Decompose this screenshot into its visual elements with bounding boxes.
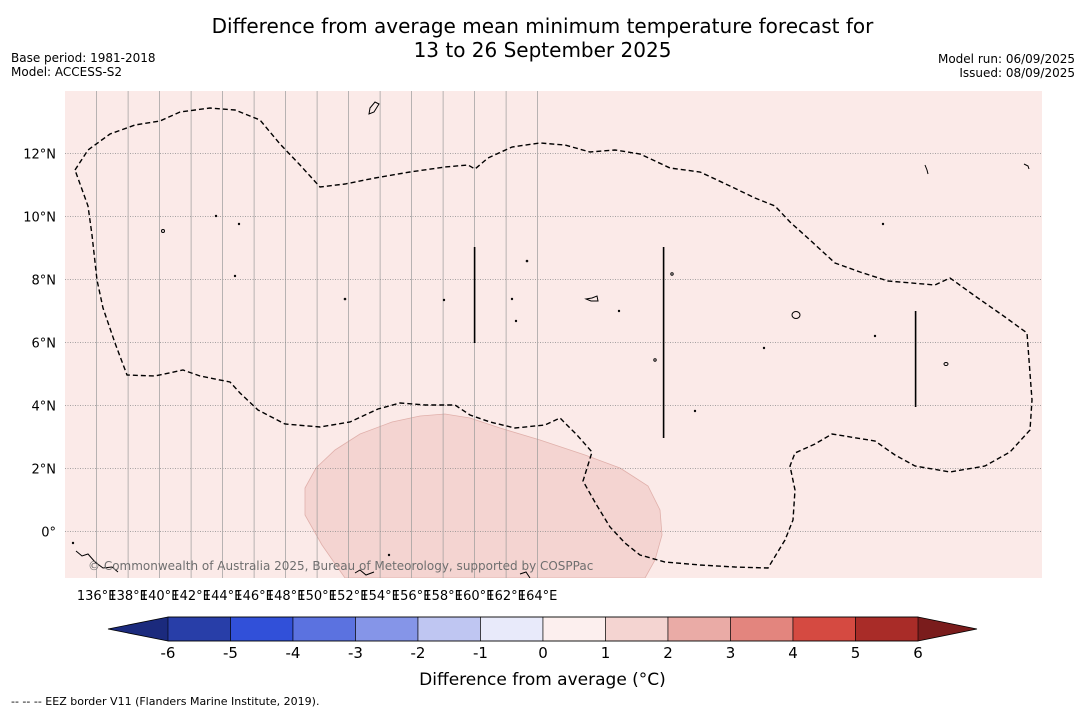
island-chuuk	[584, 295, 599, 302]
colorbar-segment	[480, 616, 544, 642]
colorbar-under-arrow	[108, 617, 168, 641]
lon-tick-label: 148°E	[266, 589, 306, 604]
colorbar-over-arrow	[918, 617, 977, 641]
lat-tick-label: 4°N	[32, 400, 57, 415]
island-png-coast	[354, 569, 375, 576]
colorbar-segment	[667, 616, 731, 642]
colorbar-tick-label: 2	[663, 644, 673, 662]
colorbar-tick-label: 5	[851, 644, 861, 662]
island	[514, 319, 518, 323]
island	[525, 259, 529, 263]
colorbar-tick-label: -3	[348, 644, 363, 662]
island	[343, 297, 347, 301]
solid-meridian-lines	[473, 247, 917, 438]
colorbar-tick-label: 6	[913, 644, 923, 662]
lat-tick-label: 8°N	[32, 274, 57, 289]
issued-date: Issued: 08/09/2025	[959, 66, 1075, 80]
island	[233, 274, 237, 278]
islands	[71, 101, 1030, 578]
lon-tick-label: 144°E	[203, 589, 243, 604]
island	[617, 309, 621, 313]
island-kosrae	[943, 362, 949, 366]
colorbar-tick-label: -5	[223, 644, 238, 662]
colorbar-tick-label: -6	[161, 644, 176, 662]
island-pohnpei	[791, 311, 801, 319]
colorbar-segment	[230, 616, 294, 642]
colorbar-tick-label: 4	[788, 644, 798, 662]
model-name: Model: ACCESS-S2	[11, 65, 123, 79]
lon-tick-label: 138°E	[108, 589, 148, 604]
colorbar-label: Difference from average (°C)	[419, 670, 666, 690]
lon-tick-label: 152°E	[329, 589, 369, 604]
island	[881, 222, 885, 226]
lat-tick-label: 0°	[41, 526, 56, 541]
colorbar-tick-label: 3	[726, 644, 736, 662]
colorbar-tick-label: 0	[538, 644, 548, 662]
colorbar-tick-label: -4	[286, 644, 301, 662]
island	[510, 297, 514, 301]
colorbar-segment	[792, 616, 856, 642]
title-line-2: 13 to 26 September 2025	[413, 38, 672, 62]
lon-tick-label: 154°E	[360, 589, 400, 604]
lon-tick-label: 164°E	[518, 589, 558, 604]
colorbar-tick-label: 1	[601, 644, 611, 662]
meta-left: Base period: 1981-2018 Model: ACCESS-S2	[11, 51, 156, 79]
lon-tick-label: 140°E	[140, 589, 180, 604]
colorbar-segment	[542, 616, 606, 642]
island	[653, 358, 657, 362]
island	[237, 222, 241, 226]
colorbar-segment	[167, 616, 231, 642]
longitude-labels: 136°E138°E140°E142°E144°E146°E148°E150°E…	[77, 589, 558, 604]
colorbar-segment	[855, 616, 919, 642]
lon-tick-label: 142°E	[171, 589, 211, 604]
colorbar-segment	[605, 616, 669, 642]
island	[693, 409, 697, 413]
lon-tick-label: 160°E	[455, 589, 495, 604]
island-guam	[368, 101, 380, 115]
lon-tick-label: 156°E	[392, 589, 432, 604]
island	[71, 541, 75, 545]
island	[762, 346, 766, 350]
lat-tick-label: 2°N	[32, 463, 57, 478]
latitude-labels: 12°N 10°N 8°N 6°N 4°N 2°N 0°	[23, 148, 56, 541]
eez-border	[74, 107, 1033, 569]
title-line-1: Difference from average mean minimum tem…	[211, 14, 874, 38]
warm-anomaly-region	[304, 413, 663, 578]
island	[670, 272, 674, 276]
island	[924, 164, 929, 175]
footnote: -- -- -- EEZ border V11 (Flanders Marine…	[11, 695, 320, 708]
lon-tick-label: 158°E	[423, 589, 463, 604]
island	[387, 553, 391, 557]
colorbar-segment	[730, 616, 794, 642]
island	[1023, 163, 1030, 170]
copyright-text: © Commonwealth of Australia 2025, Bureau…	[88, 559, 593, 573]
colorbar-tick-label: -2	[411, 644, 426, 662]
colorbar: -6 -5 -4 -3 -2 -1 0 1 2 3 4 5 6	[107, 616, 978, 662]
island	[161, 229, 165, 233]
island-png-coast	[75, 550, 119, 573]
lon-tick-label: 136°E	[77, 589, 117, 604]
lon-tick-label: 162°E	[486, 589, 526, 604]
lon-tick-label: 150°E	[297, 589, 337, 604]
island	[442, 298, 446, 302]
meta-right: Model run: 06/09/2025 Issued: 08/09/2025	[938, 52, 1075, 80]
lat-tick-label: 10°N	[23, 211, 56, 226]
lat-tick-label: 6°N	[32, 337, 57, 352]
island	[873, 334, 877, 338]
colorbar-segment	[355, 616, 419, 642]
colorbar-segment	[417, 616, 481, 642]
island-png-coast	[519, 571, 531, 578]
model-run: Model run: 06/09/2025	[937, 52, 1075, 66]
colorbar-outline	[107, 616, 978, 642]
colorbar-segment	[292, 616, 356, 642]
lat-tick-label: 12°N	[23, 148, 56, 163]
lon-tick-label: 146°E	[234, 589, 274, 604]
island	[214, 214, 218, 218]
base-period: Base period: 1981-2018	[11, 51, 156, 65]
colorbar-tick-label: -1	[473, 644, 488, 662]
map-title: Difference from average mean minimum tem…	[0, 14, 1085, 62]
